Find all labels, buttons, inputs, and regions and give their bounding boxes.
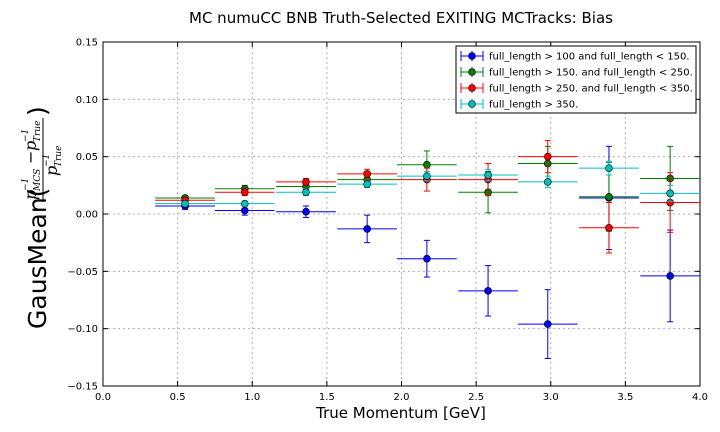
svg-text:−1: −1 [21,129,31,142]
legend-marker [468,68,476,76]
x-tick-label: 4.0 [692,392,708,403]
y-tick-label: 0.15 [76,38,98,49]
y-tick-label: −0.05 [67,267,98,278]
legend-label: full_length > 150. and full_length < 250… [489,68,693,79]
legend-entry: full_length > 100 and full_length < 150. [460,51,690,63]
data-point [543,178,552,186]
x-tick-labels: 0.0 0.5 1.0 1.5 2.0 2.5 3.0 3.5 4.0 [95,392,708,403]
svg-text:p: p [21,190,40,200]
series-4 [155,160,700,208]
data-point [240,188,249,197]
data-point [302,188,310,197]
data-point [484,171,492,179]
y-tick-label: −0.10 [67,324,98,335]
chart-title: MC numuCC BNB Truth-Selected EXITING MCT… [189,9,613,27]
svg-text:p: p [21,141,40,151]
x-tick-label: 0.5 [170,392,186,403]
x-tick-label: 1.5 [319,392,335,403]
legend-entry: full_length > 150. and full_length < 250… [460,67,693,79]
data-point [666,189,674,198]
data-point [363,180,371,188]
legend-label: full_length > 350. [489,100,578,111]
data-point [363,225,371,233]
data-point [605,223,613,232]
y-tick-label: 0.00 [76,210,98,221]
data-point [363,170,371,178]
data-point [605,193,613,201]
y-axis-label-fraction: p −1 MCS − p −1 True p −1 True [21,118,64,202]
legend-label: full_length > 100 and full_length < 150. [489,52,690,63]
data-point [543,320,552,328]
x-tick-label: 1.0 [244,392,260,403]
y-axis-label-prefix: GausMean( [23,188,52,329]
legend-box [455,45,697,114]
data-point [423,254,431,263]
svg-text:p: p [42,166,61,176]
x-tick-label: 2.5 [468,392,484,403]
x-tick-label: 2.0 [394,392,410,403]
data-point [605,164,613,172]
data-point [423,172,431,180]
legend: full_length > 100 and full_length < 150.… [455,45,697,114]
y-axis-label-close: ) [23,106,52,116]
data-point [543,152,552,161]
x-tick-label: 0.0 [95,392,111,403]
data-series [155,140,700,359]
x-tick-label: 3.5 [617,392,633,403]
svg-text:True: True [33,121,43,142]
legend-entries: full_length > 100 and full_length < 150.… [460,51,693,111]
legend-entry: full_length > 350. [460,99,578,111]
y-axis-label: GausMean( p −1 MCS − p −1 True p −1 True… [21,106,64,329]
x-tick-label: 3.0 [543,392,559,403]
svg-text:True: True [54,146,64,167]
svg-text:−1: −1 [21,178,31,191]
data-point [423,160,431,169]
y-tick-label: 0.05 [76,152,98,163]
svg-text:MCS: MCS [33,169,43,192]
x-axis-label: True Momentum [GeV] [315,404,486,422]
legend-label: full_length > 250. and full_length < 350… [489,84,693,95]
data-point [240,206,249,215]
data-point [181,199,189,208]
legend-marker [468,84,476,92]
y-tick-label: 0.10 [76,95,98,106]
y-tick-label: −0.15 [67,382,98,393]
svg-text:−1: −1 [42,154,52,167]
data-point [240,199,249,208]
data-point [484,287,492,295]
legend-marker [468,100,476,108]
svg-text:−: − [21,151,40,164]
legend-entry: full_length > 250. and full_length < 350… [460,83,693,95]
grid-lines [103,42,700,386]
legend-marker [468,52,476,60]
data-point [666,272,674,280]
y-tick-labels: −0.15 −0.10 −0.05 0.00 0.05 0.10 0.15 [67,38,98,393]
data-point [302,207,310,216]
data-point [302,178,310,186]
